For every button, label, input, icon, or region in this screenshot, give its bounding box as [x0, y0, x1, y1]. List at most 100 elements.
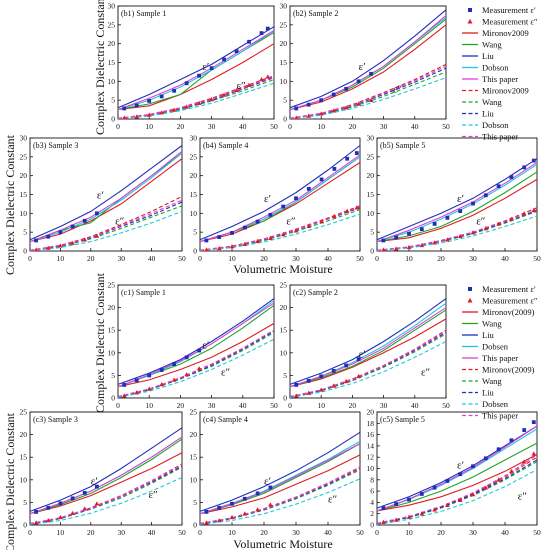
y-tick-label: 10	[20, 209, 28, 218]
measurement-point-eps2	[82, 506, 88, 511]
y-tick-label: 25	[190, 152, 198, 161]
measurement-point-eps1	[281, 204, 286, 209]
series-line-this-paper-dash	[199, 467, 361, 525]
measurement-point-eps2	[531, 207, 537, 213]
measurement-point-eps1	[58, 501, 63, 506]
measurement-point-eps1	[531, 158, 536, 163]
y-tick-label: 15	[108, 58, 116, 67]
x-tick-label: 40	[148, 528, 156, 537]
ylabel-bottom: Complex Dielectric Constant	[93, 272, 107, 413]
measurement-point-eps1	[197, 73, 202, 78]
measurement-point-eps2	[344, 208, 350, 213]
eps1-label: ε′	[264, 475, 271, 487]
legend-label: Liu	[482, 109, 495, 119]
series-line-mironov-2009--solid	[289, 318, 447, 388]
xlabel-bottom: Volumetric Moisture	[233, 537, 332, 550]
measurement-point-eps2	[94, 233, 100, 238]
series-line-this-paper-dash	[289, 65, 447, 119]
y-tick-label: 5	[23, 498, 27, 507]
x-tick-label: 30	[208, 401, 216, 410]
measurement-point-eps1	[172, 88, 177, 93]
series-line-dobson-solid	[376, 163, 538, 243]
measurement-point-eps2	[509, 216, 514, 221]
eps1-label: ε′	[202, 339, 209, 351]
y-tick-label: 10	[190, 209, 198, 218]
measurement-point-eps1	[306, 378, 311, 383]
y-tick-label: 8	[370, 475, 374, 484]
measurement-point-eps1	[306, 186, 311, 191]
series-line-dobson-solid	[29, 152, 183, 243]
panel-title: (b5) Sample 5	[380, 141, 425, 150]
measurement-point-eps2	[432, 240, 437, 245]
x-tick-label: 50	[442, 122, 450, 131]
measurement-point-eps1	[344, 363, 349, 368]
x-tick-label: 40	[501, 254, 509, 263]
series-line-this-paper-dash	[289, 330, 447, 398]
measurement-point-eps1	[345, 156, 350, 161]
series-line-liu-solid	[289, 298, 447, 385]
measurement-point-eps2	[159, 110, 164, 115]
eps2-label: ε″	[237, 80, 246, 92]
x-tick-label: 0	[198, 254, 202, 263]
measurement-point-eps2	[445, 237, 450, 242]
measurement-point-eps1	[134, 103, 139, 108]
measurement-point-eps2	[306, 390, 312, 395]
measurement-point-eps1	[134, 378, 139, 383]
measurement-point-eps1	[58, 230, 63, 235]
y-tick-label: 14	[367, 441, 375, 450]
y-tick-label: 25	[280, 281, 288, 290]
y-tick-label: 30	[190, 134, 198, 143]
panel-b2: 0 10 20 30 40 50 0 5 10 15 20 25 30 (b2) Sample 2 ε′ ε″	[280, 2, 451, 132]
legend-marker-square	[468, 8, 472, 12]
series-line-dobson-dash	[199, 213, 361, 252]
measurement-point-eps2	[318, 111, 324, 116]
series-line-wang-solid	[289, 18, 447, 111]
measurement-point-eps2	[82, 237, 88, 242]
eps2-label: ε″	[328, 493, 337, 505]
legend-label: Measurement ε″	[482, 17, 538, 27]
measurement-point-eps2	[255, 238, 260, 244]
x-tick-label: 40	[411, 401, 419, 410]
x-tick-label: 0	[375, 528, 379, 537]
measurement-point-eps1	[94, 211, 99, 216]
panel-c2: 0 10 20 30 40 50 0 5 10 15 20 25 (c2) Sample 2 ε′ ε″	[280, 281, 451, 411]
y-tick-label: 0	[193, 521, 197, 530]
measurement-point-eps1	[230, 231, 234, 235]
legend-marker-triangle	[467, 18, 473, 24]
y-tick-label: 15	[108, 326, 116, 335]
measurement-point-eps2	[204, 247, 209, 252]
series-line-dobsen-dash	[199, 478, 361, 526]
x-tick-label: 30	[292, 254, 300, 263]
x-tick-label: 20	[260, 254, 268, 263]
measurement-point-eps2	[445, 502, 450, 508]
measurement-point-eps1	[209, 66, 214, 71]
measurement-point-eps1	[509, 175, 514, 180]
measurement-point-eps2	[419, 242, 425, 248]
measurement-point-eps1	[306, 102, 311, 107]
y-tick-label: 18	[367, 419, 375, 428]
y-tick-label: 5	[23, 228, 27, 237]
measurement-point-eps1	[172, 362, 177, 366]
measurement-point-eps2	[196, 100, 202, 105]
measurement-point-eps2	[268, 502, 273, 507]
legend-label: Liu	[482, 51, 495, 61]
measurement-point-eps2	[221, 92, 227, 97]
measurement-point-eps2	[242, 241, 248, 247]
y-tick-label: 10	[280, 77, 288, 86]
legend-label: Dobsen	[482, 399, 509, 409]
measurement-point-eps1	[217, 235, 222, 239]
y-tick-label: 20	[367, 408, 375, 417]
x-tick-label: 10	[317, 122, 325, 131]
y-tick-label: 10	[20, 475, 28, 484]
measurement-point-eps2	[419, 511, 425, 516]
measurement-point-eps2	[229, 244, 235, 249]
measurement-point-eps1	[230, 501, 234, 506]
series-line-mironov2009-solid	[29, 158, 183, 243]
eps1-label: ε′	[97, 189, 104, 201]
series-line-this-paper-solid	[289, 14, 447, 111]
measurement-point-eps2	[134, 114, 140, 119]
series-line-mironov-2009--dash	[29, 463, 183, 525]
measurement-point-eps1	[34, 509, 38, 514]
measurement-point-eps1	[332, 166, 337, 171]
